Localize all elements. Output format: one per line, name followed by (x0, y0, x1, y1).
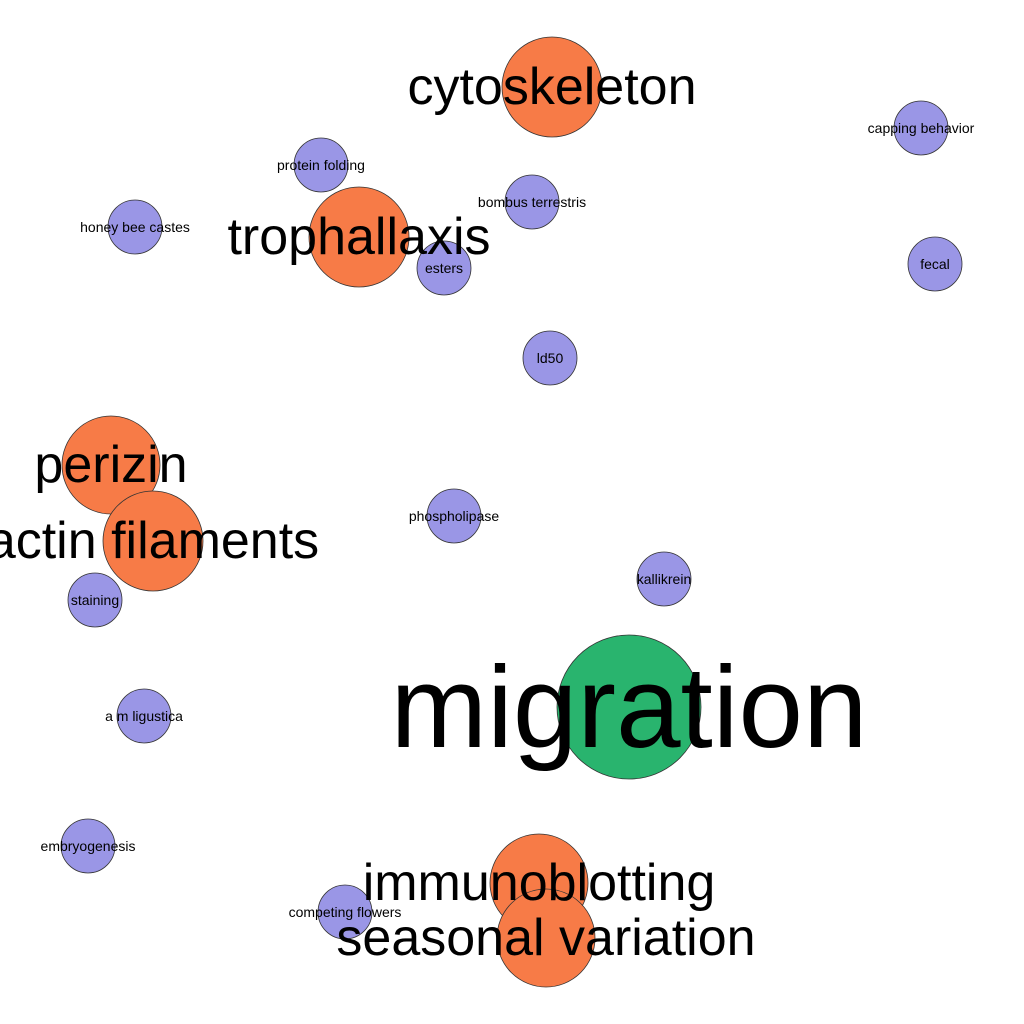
node-label-esters: esters (425, 260, 463, 276)
node-circle-esters (416, 240, 472, 296)
node-label-trophallaxis: trophallaxis (227, 208, 490, 266)
node-circle-staining (67, 572, 123, 628)
node-label-actin-filaments: actin filaments (0, 512, 319, 570)
node-label-embryogenesis: embryogenesis (41, 838, 136, 854)
node-circle-competing-flowers (317, 884, 373, 940)
node-circle-migration (556, 634, 702, 780)
node-circle-protein-folding (293, 137, 349, 193)
node-label-kallikrein: kallikrein (637, 571, 691, 587)
node-label-seasonal-variation: seasonal variation (336, 909, 755, 967)
node-label-migration: migration (390, 642, 867, 772)
node-circles (60, 36, 963, 988)
node-label-protein-folding: protein folding (277, 157, 365, 173)
node-label-cytoskeleton: cytoskeleton (407, 58, 696, 116)
node-circle-actin-filaments (102, 490, 204, 592)
node-circle-trophallaxis (308, 186, 410, 288)
node-labels: cytoskeleton trophallaxis perizin actin fil… (0, 58, 975, 967)
node-label-competing-flowers: competing flowers (289, 904, 402, 920)
node-label-ld50: ld50 (537, 350, 564, 366)
node-label-phospholipase: phospholipase (409, 508, 500, 524)
node-circle-ld50 (522, 330, 578, 386)
node-circle-cytoskeleton (501, 36, 603, 138)
node-label-immunoblotting: immunoblotting (363, 854, 716, 912)
node-circle-phospholipase (426, 488, 482, 544)
node-circle-capping-behavior (893, 100, 949, 156)
node-circle-kallikrein (636, 551, 692, 607)
node-label-fecal: fecal (920, 256, 950, 272)
node-label-a-m-ligustica: a m ligustica (105, 708, 183, 724)
node-circle-bombus-terrestris (504, 174, 560, 230)
node-label-honey-bee-castes: honey bee castes (80, 219, 190, 235)
node-circle-seasonal-variation (496, 888, 596, 988)
node-circle-fecal (907, 236, 963, 292)
node-label-capping-behavior: capping behavior (868, 120, 975, 136)
node-circle-a-m-ligustica (116, 688, 172, 744)
node-label-staining: staining (71, 592, 119, 608)
node-circle-honey-bee-castes (107, 199, 163, 255)
node-label-bombus-terrestris: bombus terrestris (478, 194, 586, 210)
node-circle-embryogenesis (60, 818, 116, 874)
node-label-perizin: perizin (34, 436, 187, 494)
